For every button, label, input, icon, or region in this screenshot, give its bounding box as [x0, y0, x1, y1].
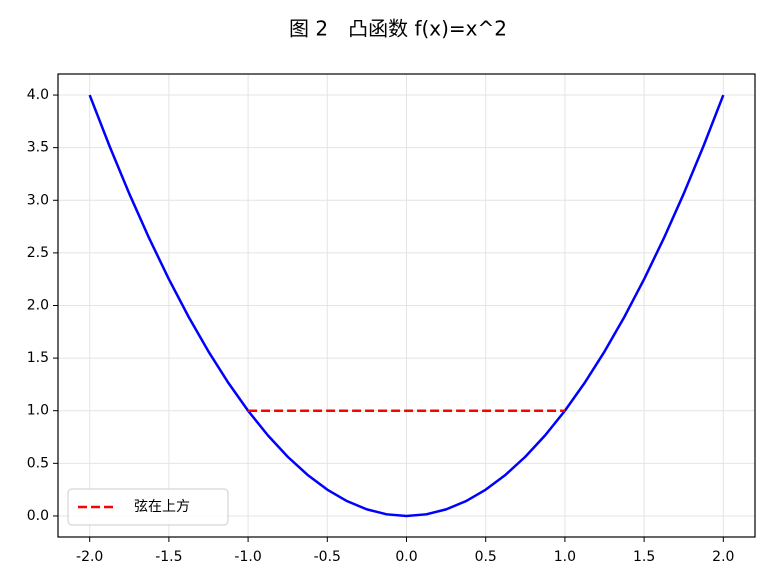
- y-tick-label: 2.5: [27, 245, 49, 261]
- y-tick-label: 1.0: [27, 403, 49, 419]
- x-tick-label: -0.5: [314, 549, 341, 565]
- y-tick-label: 4.0: [27, 87, 49, 103]
- x-tick-label: 2.0: [712, 549, 734, 565]
- chart-title: 图 2 凸函数 f(x)=x^2: [289, 17, 507, 41]
- y-tick-label: 2.0: [27, 298, 49, 314]
- x-tick-label: -1.5: [155, 549, 182, 565]
- legend-box: [67, 488, 229, 526]
- x-tick-label: 0.0: [395, 549, 417, 565]
- x-tick-label: -2.0: [76, 549, 103, 565]
- plot-frame: [57, 73, 756, 538]
- x-tick-label: -1.0: [234, 549, 261, 565]
- y-tick-label: 0.5: [27, 455, 49, 471]
- x-tick-label: 1.0: [554, 549, 576, 565]
- data-line: [88, 94, 725, 518]
- y-tick-label: 0.0: [27, 508, 49, 524]
- y-tick-label: 3.0: [27, 192, 49, 208]
- y-tick-label: 1.5: [27, 350, 49, 366]
- x-tick-label: 1.5: [633, 549, 655, 565]
- legend-label: 弦在上方: [134, 499, 190, 515]
- x-tick-label: 0.5: [475, 549, 497, 565]
- y-tick-label: 3.5: [27, 140, 49, 156]
